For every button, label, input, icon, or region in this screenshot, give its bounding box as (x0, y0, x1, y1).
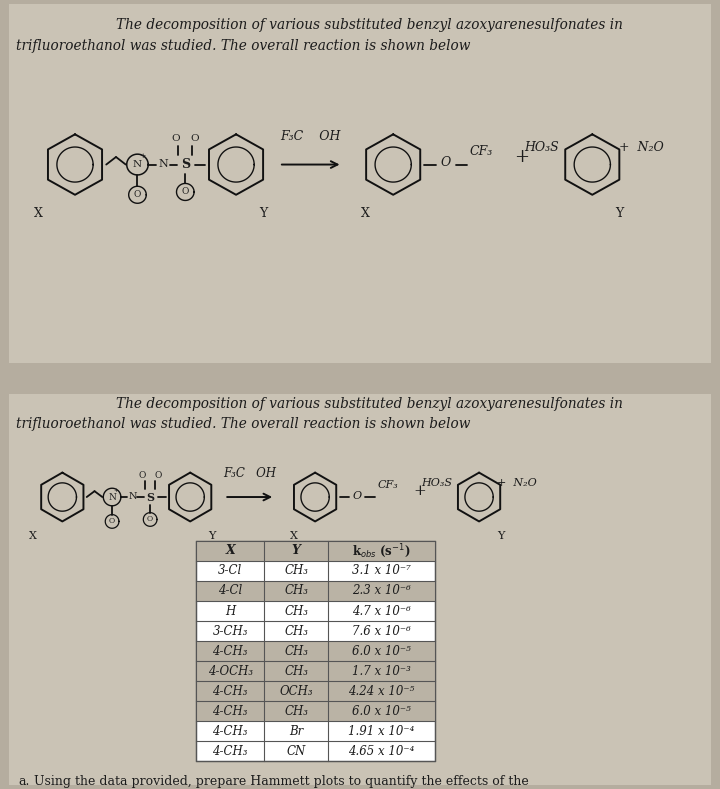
Text: X: X (289, 531, 297, 541)
Text: CH₃: CH₃ (284, 664, 308, 678)
Text: O: O (191, 133, 199, 143)
Text: F₃C   OH: F₃C OH (223, 467, 276, 480)
Text: 4.65 x 10⁻⁴: 4.65 x 10⁻⁴ (348, 745, 415, 757)
Text: O: O (134, 190, 141, 200)
Text: +  N₂O: + N₂O (618, 141, 663, 154)
Text: S: S (181, 158, 190, 171)
Text: CH₃: CH₃ (284, 604, 308, 618)
Text: CF₃: CF₃ (469, 145, 492, 158)
Text: 3-Cl: 3-Cl (218, 564, 243, 578)
Text: O: O (353, 491, 361, 501)
Text: O: O (139, 471, 146, 480)
Text: O: O (154, 471, 162, 480)
Text: 4.24 x 10⁻⁵: 4.24 x 10⁻⁵ (348, 685, 415, 697)
Text: CH₃: CH₃ (284, 625, 308, 638)
Bar (196, 581, 435, 601)
Text: O: O (109, 518, 115, 525)
Text: 4-OCH₃: 4-OCH₃ (207, 664, 253, 678)
Text: +  N₂O: + N₂O (498, 478, 537, 488)
Text: k$_{obs}$ (s$^{-1}$): k$_{obs}$ (s$^{-1}$) (352, 542, 410, 560)
Text: The decomposition of various substituted benzyl azoxyarenesulfonates in: The decomposition of various substituted… (116, 18, 623, 32)
Text: N: N (128, 492, 137, 500)
Text: trifluoroethanol was studied. The overall reaction is shown below: trifluoroethanol was studied. The overal… (17, 39, 471, 53)
Text: CH₃: CH₃ (284, 645, 308, 657)
Text: Y: Y (292, 544, 300, 558)
Text: CN: CN (287, 745, 306, 757)
Text: S: S (146, 492, 154, 503)
Text: 6.0 x 10⁻⁵: 6.0 x 10⁻⁵ (352, 705, 411, 717)
Text: 2.3 x 10⁻⁶: 2.3 x 10⁻⁶ (352, 585, 411, 597)
Text: Y: Y (259, 208, 268, 220)
Bar (196, 681, 435, 701)
Text: O: O (147, 515, 153, 523)
Bar (196, 541, 435, 561)
Text: X: X (29, 531, 37, 541)
Text: 3-CH₃: 3-CH₃ (212, 625, 248, 638)
Text: CH₃: CH₃ (284, 705, 308, 717)
Text: 1.91 x 10⁻⁴: 1.91 x 10⁻⁴ (348, 724, 415, 738)
Text: +: + (515, 148, 529, 166)
Text: Using the data provided, prepare Hammett plots to quantify the effects of the
su: Using the data provided, prepare Hammett… (34, 775, 528, 789)
Text: O: O (181, 188, 189, 196)
Text: +: + (139, 152, 145, 160)
Text: 4-Cl: 4-Cl (218, 585, 243, 597)
Text: HO₃S: HO₃S (524, 141, 559, 154)
Text: a.: a. (19, 775, 30, 787)
Text: Y: Y (616, 208, 624, 220)
Text: OCH₃: OCH₃ (279, 685, 313, 697)
Text: Br: Br (289, 724, 303, 738)
Text: CH₃: CH₃ (284, 564, 308, 578)
Text: 4.7 x 10⁻⁶: 4.7 x 10⁻⁶ (352, 604, 411, 618)
Text: Y: Y (497, 531, 504, 541)
Text: 4-CH₃: 4-CH₃ (212, 745, 248, 757)
Text: Y: Y (208, 531, 215, 541)
Text: CF₃: CF₃ (378, 481, 399, 490)
Text: H: H (225, 604, 235, 618)
Text: O: O (441, 156, 451, 169)
Text: The decomposition of various substituted benzyl azoxyarenesulfonates in: The decomposition of various substituted… (116, 398, 623, 411)
Text: N: N (108, 492, 116, 502)
Text: X: X (34, 208, 42, 220)
Text: 4-CH₃: 4-CH₃ (212, 705, 248, 717)
Bar (196, 661, 435, 681)
Text: HO₃S: HO₃S (422, 478, 453, 488)
Text: trifluoroethanol was studied. The overall reaction is shown below: trifluoroethanol was studied. The overal… (17, 417, 471, 431)
Text: +: + (113, 488, 119, 492)
Bar (196, 701, 435, 721)
Text: F₃C    OH: F₃C OH (280, 129, 341, 143)
Text: X: X (225, 544, 235, 558)
Text: 4-CH₃: 4-CH₃ (212, 724, 248, 738)
Text: X: X (361, 208, 370, 220)
Text: +: + (413, 484, 426, 498)
Text: CH₃: CH₃ (284, 585, 308, 597)
Text: 1.7 x 10⁻³: 1.7 x 10⁻³ (352, 664, 411, 678)
Text: 4-CH₃: 4-CH₃ (212, 685, 248, 697)
Text: O: O (171, 133, 180, 143)
Text: 3.1 x 10⁻⁷: 3.1 x 10⁻⁷ (352, 564, 411, 578)
Bar (196, 541, 435, 761)
Text: 7.6 x 10⁻⁶: 7.6 x 10⁻⁶ (352, 625, 411, 638)
Text: N: N (133, 160, 142, 169)
Text: 4-CH₃: 4-CH₃ (212, 645, 248, 657)
Text: N: N (159, 159, 168, 169)
Bar (196, 641, 435, 661)
Text: 6.0 x 10⁻⁵: 6.0 x 10⁻⁵ (352, 645, 411, 657)
